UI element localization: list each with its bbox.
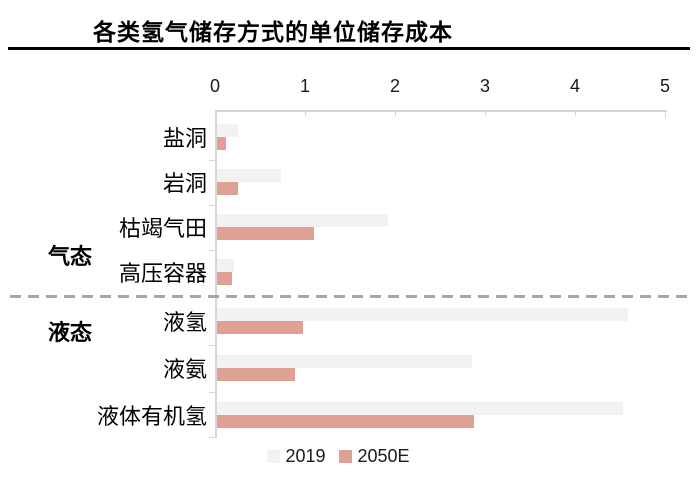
category-label: 液氢 <box>162 310 207 335</box>
bar-2019-5 <box>217 355 472 368</box>
x-tick-mark-1 <box>305 112 306 116</box>
bar-2050e-0 <box>217 137 226 150</box>
category-label: 岩洞 <box>162 171 207 196</box>
bar-2050e-5 <box>217 368 296 381</box>
y-tick-mark <box>209 437 215 438</box>
category-label: 高压容器 <box>118 261 207 286</box>
x-tick-label-4: 4 <box>569 76 581 96</box>
category-label: 液氨 <box>162 357 207 382</box>
category-label: 盐洞 <box>162 126 207 151</box>
group-label-gaseous: 气态 <box>48 244 93 269</box>
y-tick-mark <box>209 159 215 161</box>
legend-item-2019: 2019 <box>267 446 325 467</box>
x-tick-label-0: 0 <box>209 76 221 96</box>
x-tick-mark-5 <box>665 112 666 118</box>
bar-2050e-3 <box>217 272 233 285</box>
bar-2019-4 <box>217 308 629 321</box>
bar-2019-6 <box>217 402 623 415</box>
x-tick-mark-2 <box>395 112 396 116</box>
y-tick-mark <box>209 249 215 251</box>
category-label: 液体有机氢 <box>96 404 207 429</box>
legend-label-2050e: 2050E <box>357 445 410 466</box>
bar-2019-0 <box>217 124 238 137</box>
legend-item-2050e: 2050E <box>339 445 410 467</box>
x-tick-mark-3 <box>485 112 486 116</box>
group-divider-dashed-line <box>10 295 690 298</box>
y-axis-line <box>215 110 217 438</box>
x-tick-label-2: 2 <box>389 76 401 96</box>
chart-title: 各类氢气储存方式的单位储存成本 <box>93 19 453 45</box>
legend-label-2019: 2019 <box>285 445 326 466</box>
x-tick-label-3: 3 <box>479 76 491 96</box>
x-axis-line <box>215 110 667 112</box>
category-label: 枯竭气田 <box>118 216 207 241</box>
legend: 2019 2050E <box>0 446 687 466</box>
bar-2050e-1 <box>217 182 238 195</box>
legend-swatch-2050e <box>339 449 353 463</box>
y-tick-mark <box>209 204 215 206</box>
title-divider <box>8 47 690 50</box>
y-tick-mark <box>209 344 215 346</box>
group-label-liquid: 液态 <box>48 320 93 345</box>
bar-2050e-4 <box>217 321 304 334</box>
x-tick-label-5: 5 <box>659 76 671 96</box>
bar-2019-1 <box>217 169 281 182</box>
x-tick-label-1: 1 <box>299 76 311 96</box>
y-tick-mark <box>209 391 215 393</box>
bar-2019-3 <box>217 259 235 272</box>
legend-swatch-2019 <box>267 449 281 463</box>
x-tick-mark-4 <box>575 112 576 116</box>
bar-2050e-6 <box>217 415 475 428</box>
bar-2050e-2 <box>217 227 315 240</box>
bar-2019-2 <box>217 214 388 227</box>
